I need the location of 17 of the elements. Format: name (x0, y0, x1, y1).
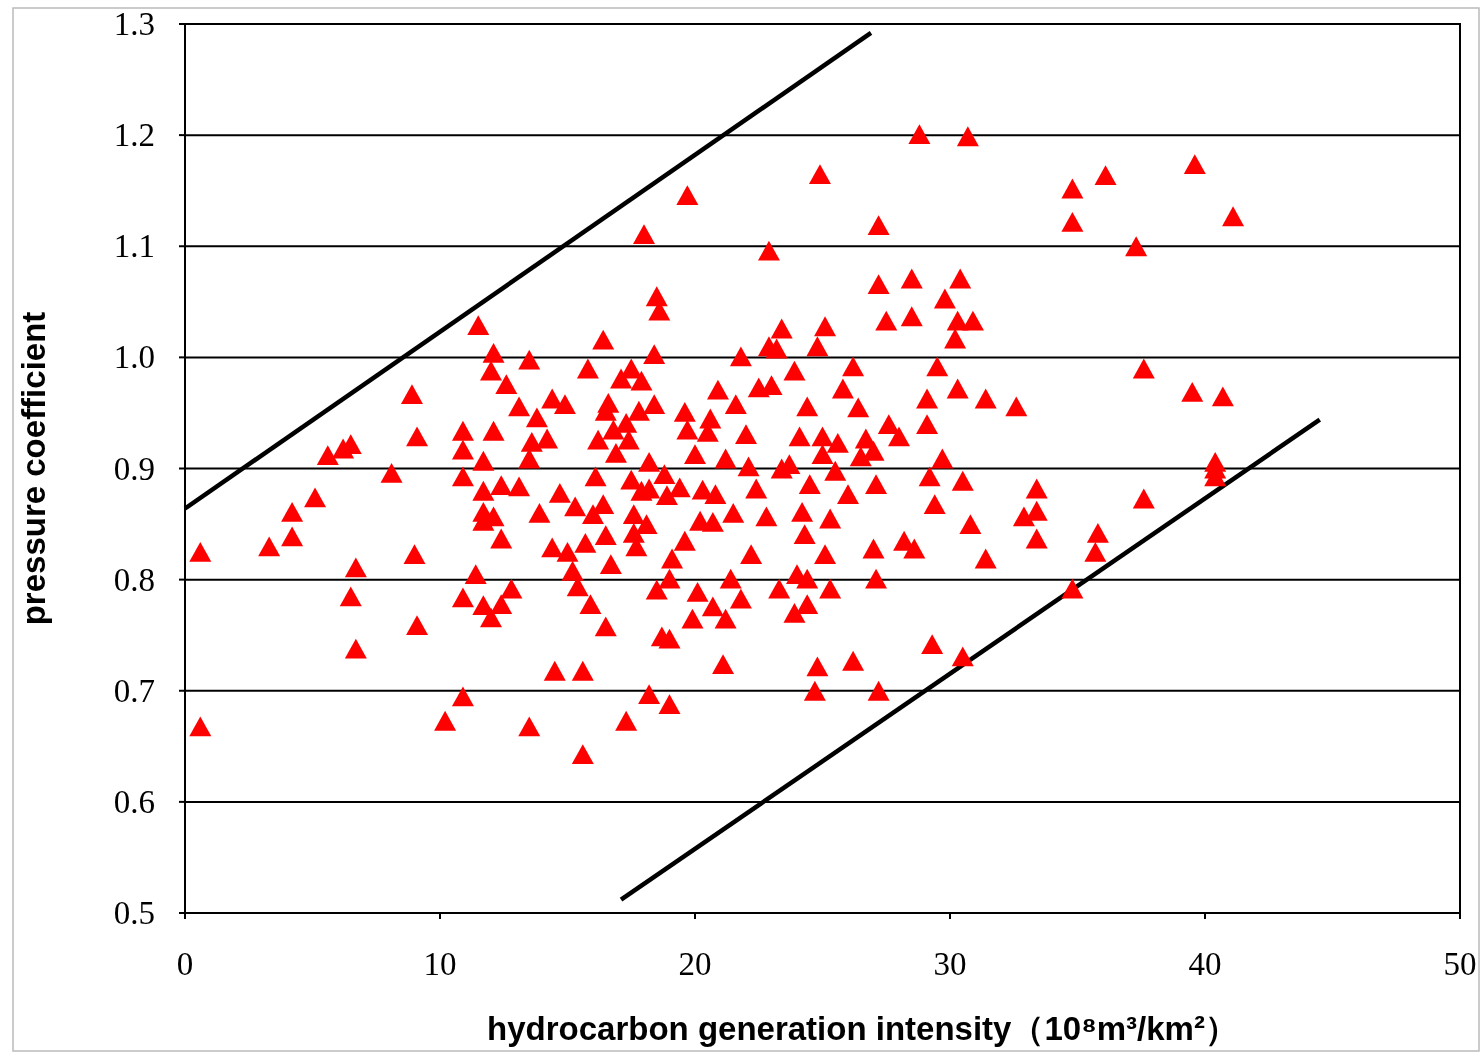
y-tick-label: 0.5 (113, 895, 155, 931)
y-axis-title: pressure coefficient (15, 311, 52, 626)
y-tick-label: 1.2 (113, 117, 155, 154)
y-tick-label: 0.8 (113, 561, 155, 598)
y-tick-label: 1.1 (113, 228, 155, 265)
y-tick-label: 1.0 (113, 339, 155, 376)
x-tick-label: 50 (1443, 946, 1477, 982)
x-tick-label: 40 (1188, 946, 1222, 982)
y-tick-label: 1.3 (113, 6, 155, 42)
x-tick-label: 30 (933, 946, 967, 982)
y-tick-label: 0.6 (113, 783, 155, 820)
y-tick-label: 0.9 (113, 450, 155, 487)
x-tick-label: 0 (176, 946, 194, 982)
y-tick-label: 0.7 (113, 672, 155, 709)
x-tick-label: 20 (678, 946, 712, 982)
x-tick-label: 10 (423, 946, 457, 982)
x-axis-title: hydrocarbon generation intensity（10⁸m³/km²） (487, 1010, 1238, 1047)
